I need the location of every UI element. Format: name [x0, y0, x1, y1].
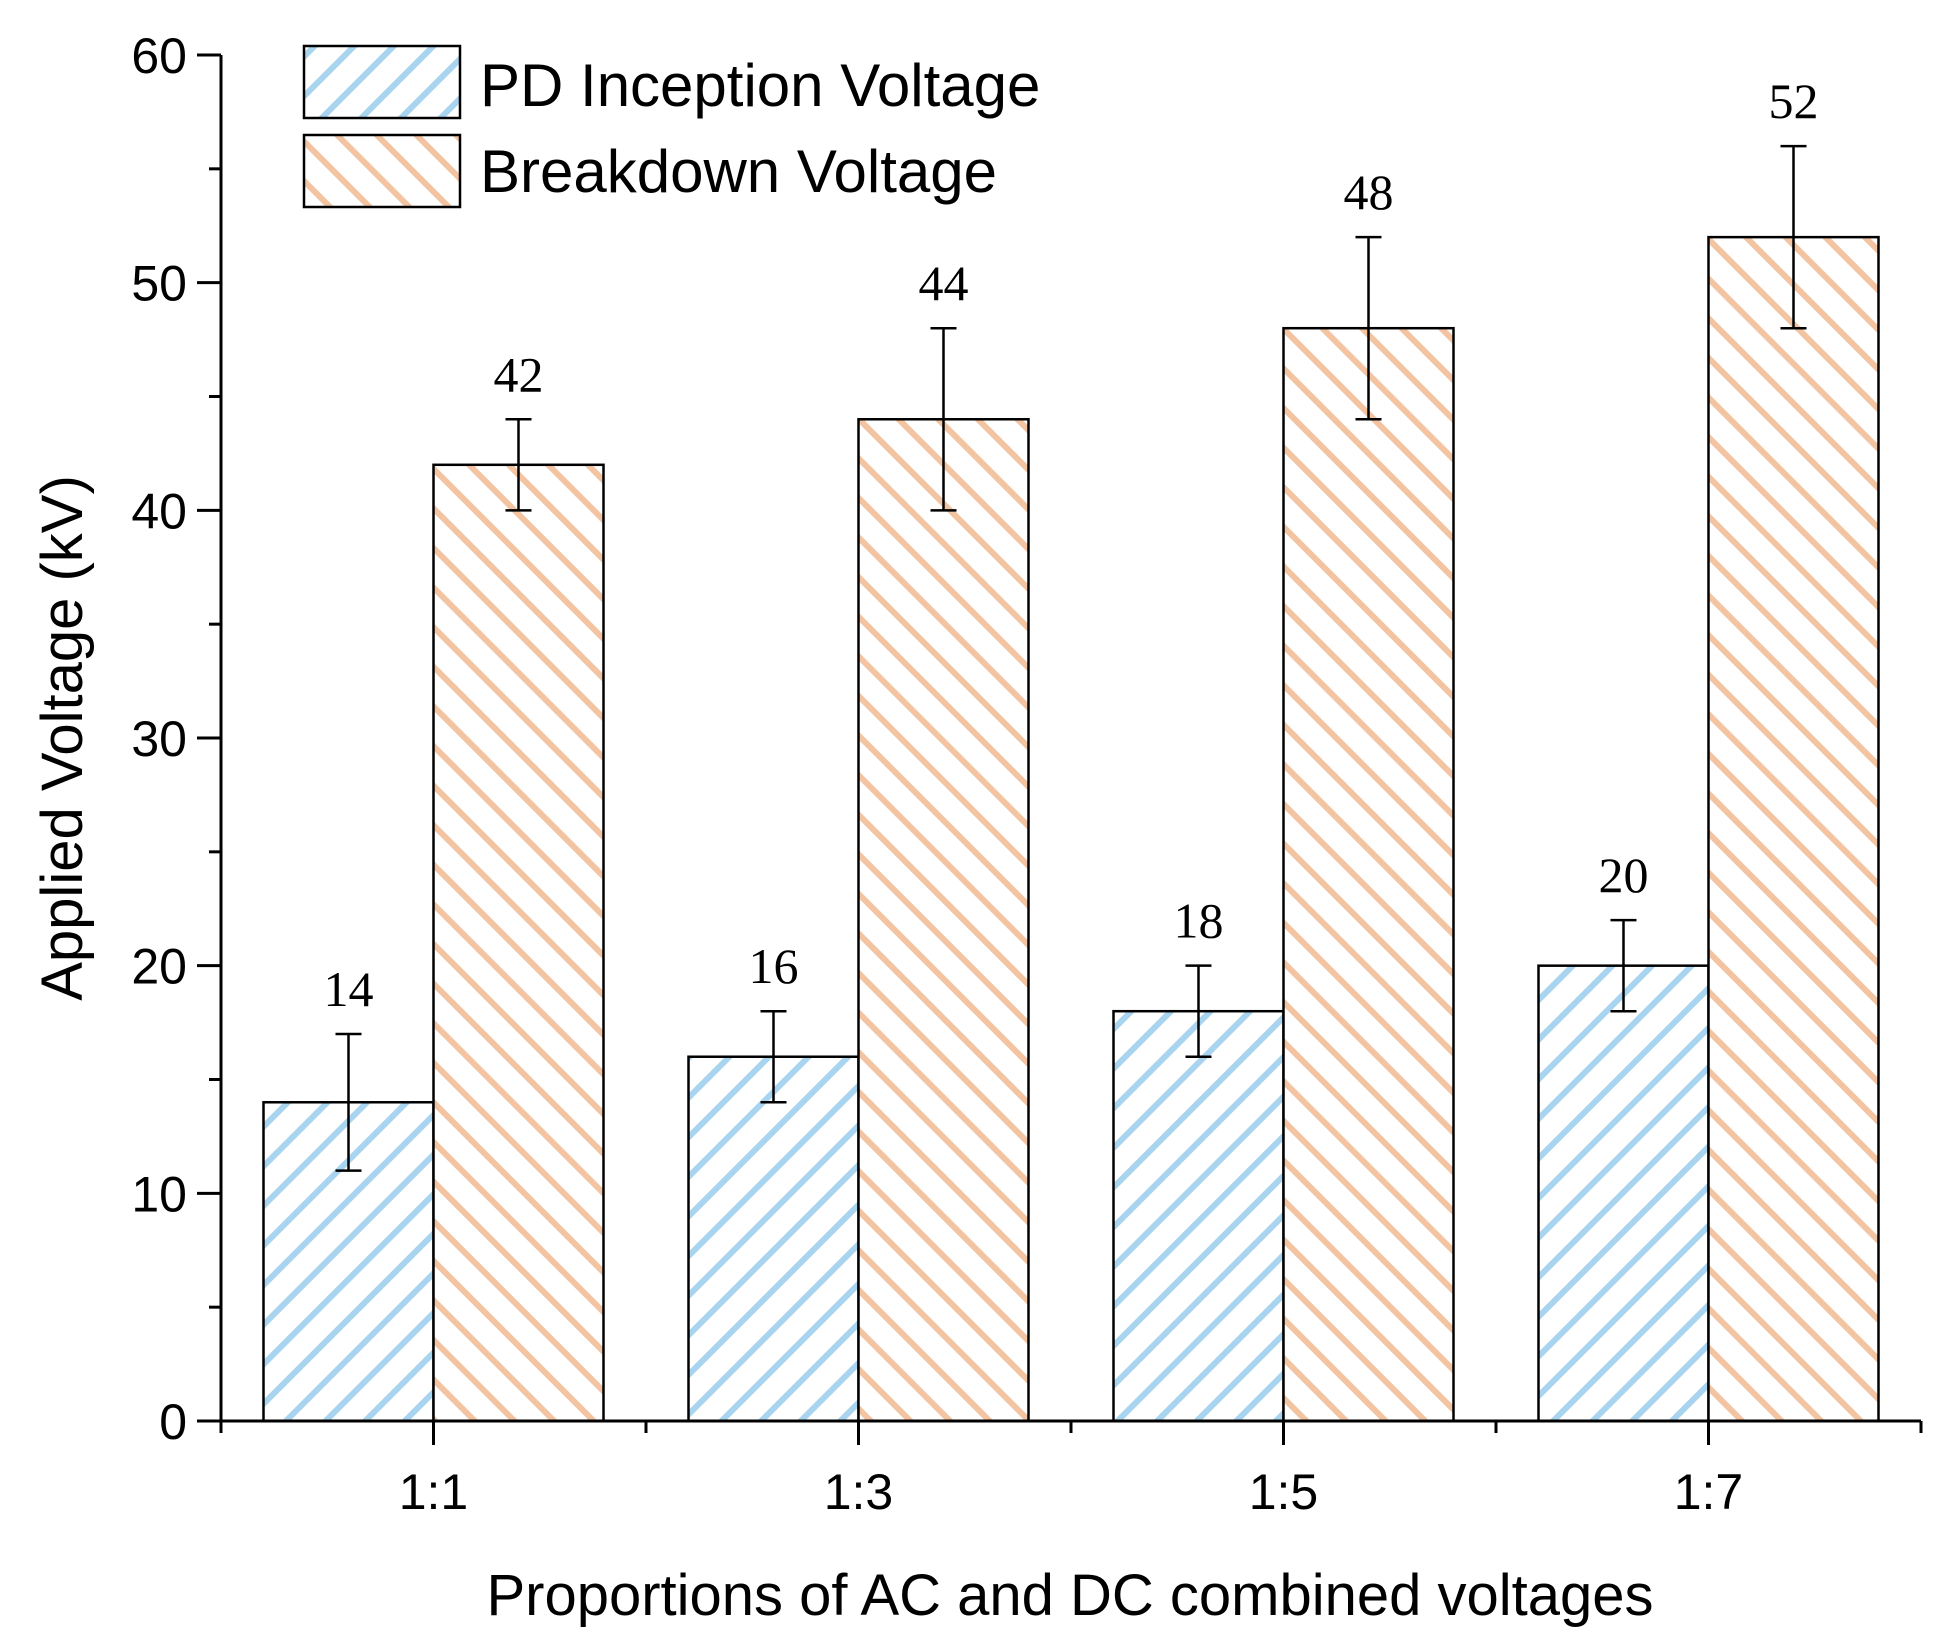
error-bar-pd-inception-1-5 [1185, 964, 1212, 1058]
legend: PD Inception Voltage Breakdown Voltage [302, 44, 1040, 209]
error-bar-breakdown-1-1 [505, 418, 532, 512]
error-bar-breakdown-1-5 [1355, 235, 1382, 421]
value-label-breakdown-1-3: 44 [919, 255, 969, 311]
x-tick-label: 1:1 [399, 1464, 469, 1520]
y-tick-label: 0 [159, 1394, 187, 1450]
error-bar-breakdown-1-3 [930, 326, 957, 512]
x-axis-label: Proportions of AC and DC combined voltag… [486, 1563, 1653, 1628]
value-label-pd-inception-1-1: 14 [324, 961, 374, 1017]
legend-swatch-pd-inception [302, 44, 462, 120]
value-labels-layer: 14 42 16 44 18 48 20 52 [324, 73, 1819, 1017]
error-bar-pd-inception-1-7 [1610, 918, 1637, 1013]
bars-layer [262, 235, 1880, 1423]
x-tick-label: 1:7 [1674, 1464, 1744, 1520]
bar-breakdown-1-5 [1282, 326, 1455, 1423]
legend-label-breakdown: Breakdown Voltage [480, 138, 997, 205]
y-tick-label: 50 [131, 256, 187, 312]
bar-breakdown-1-3 [857, 418, 1030, 1423]
bar-pd-inception-1-7 [1537, 964, 1710, 1423]
bar-breakdown-1-1 [432, 463, 605, 1423]
value-label-pd-inception-1-5: 18 [1174, 893, 1224, 949]
value-label-breakdown-1-1: 42 [494, 346, 544, 402]
y-tick-label: 60 [131, 28, 187, 84]
bar-pd-inception-1-3 [687, 1055, 860, 1423]
value-label-breakdown-1-5: 48 [1344, 164, 1394, 220]
legend-label-pd-inception: PD Inception Voltage [480, 52, 1040, 119]
x-tick-label: 1:5 [1249, 1464, 1319, 1520]
value-label-breakdown-1-7: 52 [1769, 73, 1819, 129]
error-bars-layer [335, 144, 1807, 1172]
x-ticks: 1:1 1:3 1:5 1:7 [219, 1421, 1923, 1520]
legend-swatch-breakdown [302, 133, 462, 209]
x-tick-label: 1:3 [824, 1464, 894, 1520]
bar-breakdown-1-7 [1707, 235, 1880, 1423]
y-tick-label: 20 [131, 939, 187, 995]
value-label-pd-inception-1-3: 16 [749, 938, 799, 994]
y-axis-label: Applied Voltage (kV) [30, 475, 95, 1001]
error-bar-breakdown-1-7 [1780, 144, 1807, 330]
error-bar-pd-inception-1-1 [335, 1032, 362, 1172]
error-bar-pd-inception-1-3 [760, 1009, 787, 1104]
y-ticks: 0 10 20 30 40 50 60 [131, 28, 221, 1450]
y-tick-label: 40 [131, 483, 187, 539]
y-tick-label: 30 [131, 711, 187, 767]
y-tick-label: 10 [131, 1166, 187, 1222]
bar-pd-inception-1-5 [1112, 1009, 1285, 1423]
value-label-pd-inception-1-7: 20 [1599, 847, 1649, 903]
